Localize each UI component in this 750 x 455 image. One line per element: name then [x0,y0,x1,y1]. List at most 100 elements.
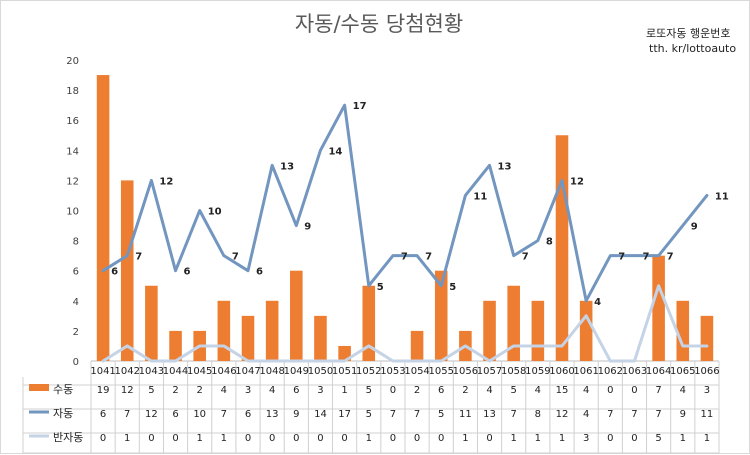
category-label: 1060 [549,366,574,377]
table-cell: 7 [655,409,661,420]
table-cell: 2 [172,385,178,396]
bar-1041 [96,75,110,362]
category-label: 1056 [453,366,478,377]
category-label: 1051 [332,366,357,377]
data-label-1048: 13 [280,161,294,172]
category-label: 1048 [259,366,284,377]
table-cell: 5 [366,409,372,420]
table-cell: 4 [535,385,541,396]
category-label: 1046 [211,366,236,377]
table-cell: 5 [148,385,154,396]
table-cell: 12 [121,385,134,396]
bar-1050 [314,315,327,361]
bar-1060 [555,135,569,361]
table-cell: 13 [266,409,279,420]
y-tick-label: 2 [73,327,79,338]
bar-1046 [217,300,231,361]
category-label: 1058 [501,366,526,377]
table-cell: 5 [655,433,661,444]
bar-1048 [265,300,279,361]
table-cell: 1 [680,433,686,444]
table-cell: 2 [462,385,468,396]
table-cell: 0 [607,433,613,444]
data-label-1054: 7 [425,252,432,263]
bar-1054 [410,330,424,361]
table-cell: 7 [511,409,517,420]
y-tick-label: 8 [73,237,79,248]
table-cell: 11 [459,409,472,420]
table-cell: 0 [486,433,492,444]
table-cell: 5 [438,409,444,420]
data-label-1041: 6 [111,267,118,278]
bar-layer [96,75,714,362]
bar-1055 [434,270,448,361]
category-label: 1049 [284,366,309,377]
bar-1052 [362,285,376,361]
data-label-1042: 7 [135,252,142,263]
table-cell: 9 [680,409,686,420]
table-cell: 0 [631,433,637,444]
table-cell: 14 [314,409,327,420]
y-tick-label: 18 [66,86,79,97]
category-label: 1050 [308,366,333,377]
data-label-1062: 7 [618,252,625,263]
table-cell: 2 [197,385,203,396]
table-cell: 6 [438,385,444,396]
bar-1065 [676,300,690,361]
data-label-1061: 4 [594,297,601,308]
line-layer [101,103,709,363]
legend-label-수동: 수동 [53,383,73,396]
table-cell: 4 [680,385,686,396]
table-cell: 4 [583,409,589,420]
data-label-1066: 11 [715,191,729,202]
table-cell: 3 [704,385,710,396]
bar-1047 [241,315,255,361]
data-label-1053: 7 [401,252,408,263]
brand-line-1: 로또자동 행운번호 [646,27,730,40]
data-label-1046: 7 [232,252,239,263]
table-cell: 7 [414,409,420,420]
data-table: 1041104210431044104510461047104810491050… [22,361,720,454]
table-cell: 4 [269,385,275,396]
bar-1044 [169,330,182,361]
data-label-1060: 12 [570,176,584,187]
table-cell: 5 [366,385,372,396]
category-label: 1059 [525,366,550,377]
table-cell: 6 [245,409,251,420]
table-cell: 0 [341,433,347,444]
category-label: 1055 [429,366,454,377]
data-label-1051: 17 [353,101,367,112]
category-label: 1053 [380,366,405,377]
line-series-자동 [101,103,709,303]
table-cell: 19 [97,385,110,396]
category-label: 1044 [163,366,188,377]
category-label: 1045 [187,366,212,377]
table-cell: 0 [293,433,299,444]
category-label: 1057 [477,366,502,377]
table-cell: 7 [655,385,661,396]
table-cell: 0 [390,385,396,396]
bar-1066 [700,315,714,361]
category-label: 1061 [573,366,598,377]
table-cell: 1 [511,433,517,444]
y-tick-label: 16 [66,116,79,127]
data-label-1058: 7 [522,252,529,263]
data-label-1049: 9 [304,222,311,233]
category-label: 1066 [694,366,719,377]
table-cell: 1 [366,433,372,444]
bar-1043 [145,285,158,361]
category-label: 1064 [646,366,671,377]
table-cell: 6 [293,385,299,396]
table-cell: 1 [197,433,203,444]
table-cell: 0 [390,433,396,444]
data-label-1057: 13 [498,161,512,172]
y-tick-label: 10 [66,207,79,218]
legend-key-수동 [29,384,49,391]
data-label-1055: 5 [449,282,456,293]
table-cell: 0 [607,385,613,396]
table-cell: 0 [172,433,178,444]
table-cell: 17 [338,409,351,420]
table-cell: 0 [245,433,251,444]
data-label-1059: 8 [546,237,553,248]
